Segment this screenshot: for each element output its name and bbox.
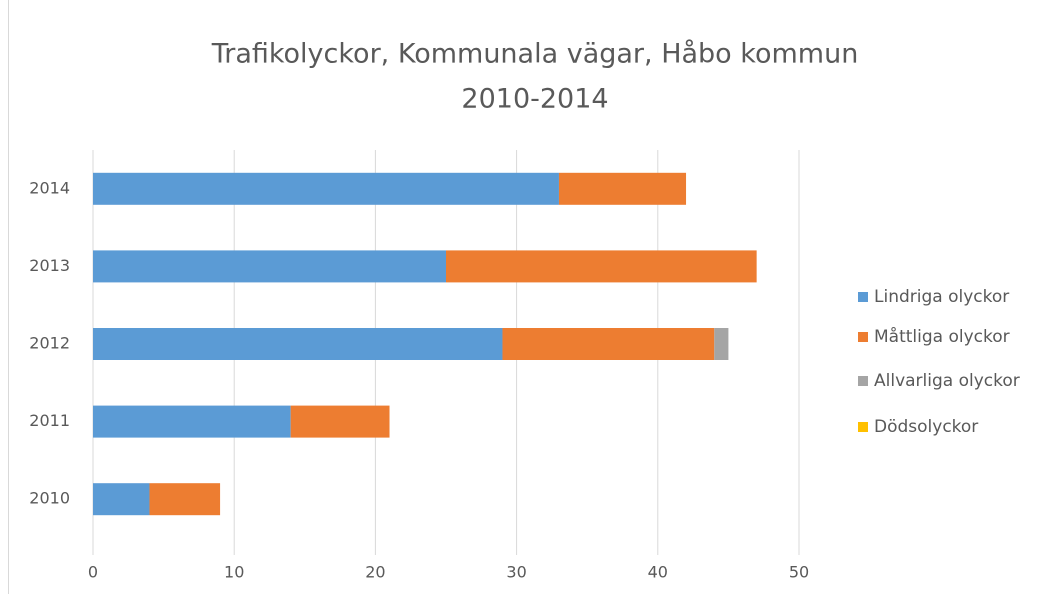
bar-segment: [290, 405, 390, 438]
bar-segment: [502, 328, 715, 360]
legend-swatch: [858, 332, 868, 342]
legend-label: Dödsolyckor: [874, 417, 978, 437]
legend-swatch: [858, 422, 868, 432]
bar-segment: [446, 250, 757, 283]
y-tick-label: 2011: [29, 411, 70, 430]
x-tick-label: 50: [789, 563, 809, 582]
bar-segment: [93, 483, 150, 516]
x-tick-label: 10: [224, 563, 244, 582]
bar-segment: [93, 405, 291, 438]
legend-label: Allvarliga olyckor: [874, 371, 1020, 391]
legend-label: Måttliga olyckor: [874, 326, 1010, 347]
y-tick-label: 2013: [29, 256, 70, 275]
bar-segment: [714, 328, 729, 360]
y-tick-label: 2010: [29, 489, 70, 508]
bar-segment: [93, 328, 503, 360]
y-tick-label: 2014: [29, 178, 70, 197]
bar-segment: [93, 172, 559, 205]
legend-label: Lindriga olyckor: [874, 287, 1009, 307]
y-tick-label: 2012: [29, 334, 70, 353]
x-tick-label: 20: [365, 563, 385, 582]
legend-swatch: [858, 376, 868, 386]
x-tick-label: 0: [88, 563, 98, 582]
legend-swatch: [858, 292, 868, 302]
bar-segment: [93, 250, 446, 283]
x-tick-label: 40: [648, 563, 668, 582]
bar-segment: [558, 172, 687, 205]
x-tick-label: 30: [506, 563, 526, 582]
chart-title: 2010-2014: [461, 84, 608, 115]
chart-title: Trafikolyckor, Kommunala vägar, Håbo kom…: [211, 39, 859, 70]
bar-segment: [149, 483, 221, 516]
